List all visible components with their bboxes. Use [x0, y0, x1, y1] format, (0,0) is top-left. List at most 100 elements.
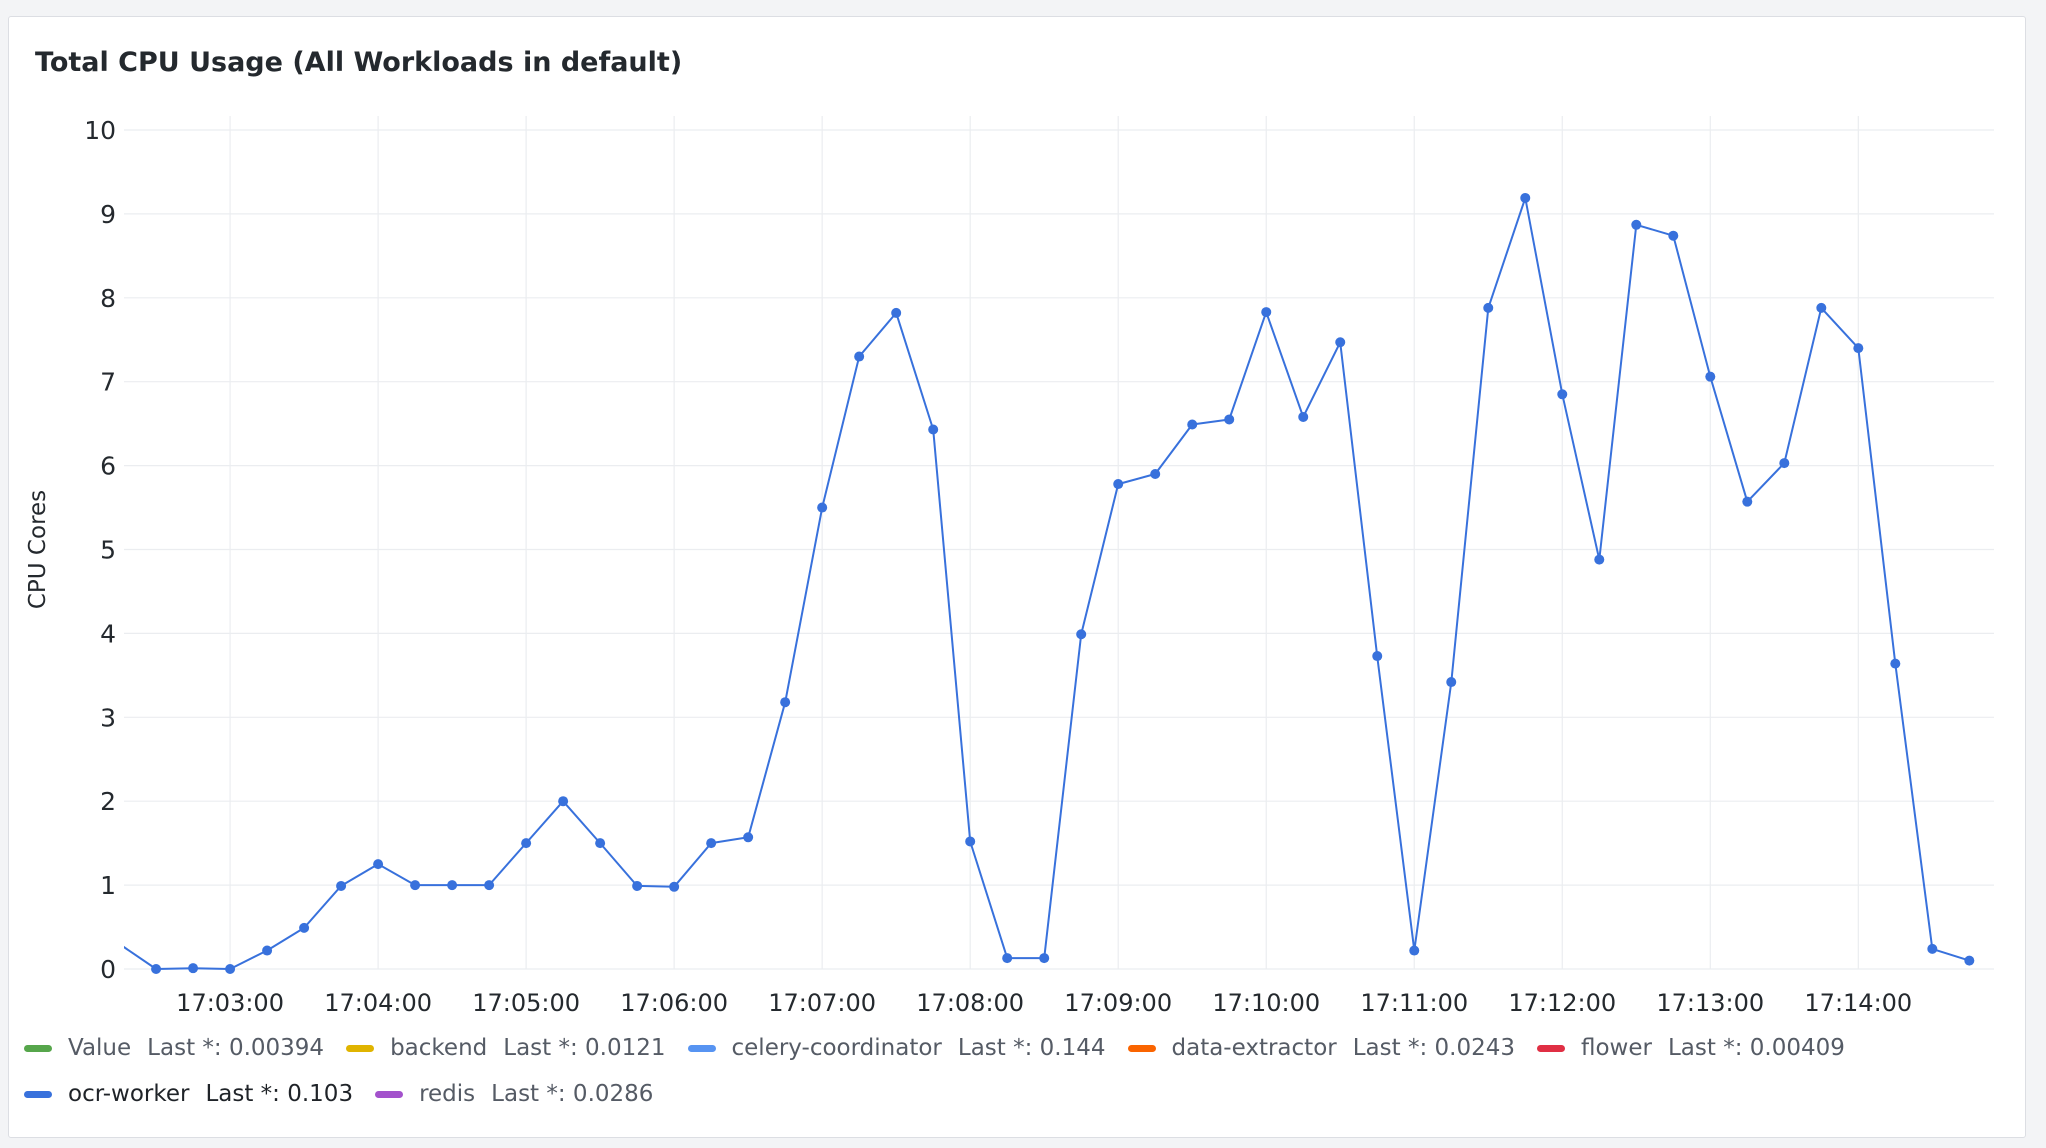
- data-point: [225, 964, 236, 974]
- data-point: [1298, 411, 1309, 422]
- legend-item-data-extractor[interactable]: data-extractor Last *: 0.0243: [1127, 1035, 1515, 1061]
- data-point: [1631, 219, 1642, 230]
- data-point: [521, 838, 532, 849]
- legend-row-1: Value Last *: 0.00394 backend Last *: 0.…: [24, 1030, 1867, 1066]
- data-point: [891, 307, 902, 318]
- data-point: [447, 880, 458, 891]
- x-tick-label: 17:03:00: [176, 989, 284, 1017]
- data-point: [1557, 389, 1568, 400]
- data-point: [743, 832, 754, 843]
- data-point: [1964, 955, 1975, 966]
- data-point: [1853, 343, 1864, 354]
- x-tick-label: 17:08:00: [916, 989, 1024, 1017]
- legend-item-value[interactable]: Value Last *: 0.00394: [24, 1035, 324, 1061]
- legend-series-name: ocr-worker: [68, 1081, 190, 1107]
- data-point: [558, 796, 569, 807]
- data-point: [151, 964, 162, 974]
- legend-item-redis[interactable]: redis Last *: 0.0286: [375, 1081, 653, 1107]
- chart-panel: Total CPU Usage (All Workloads in defaul…: [8, 16, 2026, 1138]
- y-tick-label: 2: [100, 787, 116, 816]
- legend-series-last: Last *: 0.103: [205, 1081, 354, 1107]
- legend-series-last: Last *: 0.0286: [491, 1081, 654, 1107]
- legend-swatch: [24, 1044, 52, 1052]
- legend-item-ocr-worker[interactable]: ocr-worker Last *: 0.103: [24, 1081, 353, 1107]
- legend-series-name: flower: [1581, 1035, 1652, 1061]
- data-point: [1409, 945, 1420, 956]
- y-tick-label: 10: [84, 116, 116, 145]
- legend-series-last: Last *: 0.00394: [147, 1035, 325, 1061]
- legend-swatch: [24, 1090, 52, 1098]
- legend-series-name: data-extractor: [1171, 1035, 1337, 1061]
- legend-series-name: celery-coordinator: [731, 1035, 942, 1061]
- legend-item-flower[interactable]: flower Last *: 0.00409: [1537, 1035, 1845, 1061]
- data-point: [817, 502, 828, 513]
- x-tick-label: 17:07:00: [768, 989, 876, 1017]
- legend-series-name: backend: [390, 1035, 488, 1061]
- x-tick-label: 17:05:00: [472, 989, 580, 1017]
- data-point: [928, 424, 939, 435]
- legend-series-last: Last *: 0.00409: [1667, 1035, 1845, 1061]
- data-point: [965, 836, 976, 847]
- data-point: [410, 880, 421, 891]
- x-tick-label: 17:06:00: [620, 989, 728, 1017]
- data-point: [336, 880, 347, 891]
- data-point: [1520, 192, 1531, 203]
- legend-swatch: [1537, 1044, 1565, 1052]
- legend-series-name: redis: [419, 1081, 476, 1107]
- x-tick-label: 17:09:00: [1064, 989, 1172, 1017]
- legend-swatch: [375, 1090, 404, 1098]
- data-point: [299, 922, 310, 933]
- y-tick-label: 8: [100, 284, 116, 313]
- data-point: [1890, 658, 1901, 669]
- x-tick-label: 17:11:00: [1360, 989, 1468, 1017]
- data-point: [1224, 414, 1235, 425]
- legend-series-last: Last *: 0.0243: [1352, 1035, 1515, 1061]
- data-point: [373, 859, 384, 870]
- legend-series-name: Value: [68, 1035, 132, 1061]
- legend-item-celery-coordinator[interactable]: celery-coordinator Last *: 0.144: [687, 1035, 1106, 1061]
- legend-swatch: [687, 1044, 716, 1052]
- data-point: [1002, 953, 1013, 964]
- series-line-ocr-worker: [124, 197, 1970, 970]
- data-point: [1150, 468, 1161, 479]
- data-point: [1335, 337, 1346, 348]
- panel-title[interactable]: Total CPU Usage (All Workloads in defaul…: [35, 47, 683, 78]
- data-point: [780, 697, 791, 708]
- y-tick-label: 9: [100, 200, 116, 229]
- data-point: [669, 881, 680, 892]
- legend-swatch: [1127, 1044, 1156, 1052]
- data-point: [1483, 302, 1494, 313]
- data-point: [1779, 458, 1790, 469]
- x-tick-label: 17:13:00: [1656, 989, 1764, 1017]
- legend-item-backend[interactable]: backend Last *: 0.0121: [346, 1035, 666, 1061]
- y-tick-label: 7: [100, 368, 116, 397]
- data-point: [188, 963, 199, 974]
- y-tick-label: 1: [100, 871, 116, 900]
- legend-series-last: Last *: 0.0121: [503, 1035, 666, 1061]
- data-point: [1594, 554, 1605, 565]
- data-point: [854, 351, 865, 362]
- data-point: [484, 880, 495, 891]
- y-tick-label: 3: [100, 703, 116, 732]
- legend-row-2: ocr-worker Last *: 0.103 redis Last *: 0…: [24, 1076, 675, 1112]
- y-tick-label: 0: [100, 955, 116, 984]
- data-point: [262, 945, 273, 956]
- data-point: [595, 838, 606, 849]
- data-point: [1076, 629, 1087, 640]
- legend-series-last: Last *: 0.144: [957, 1035, 1106, 1061]
- data-point: [1446, 677, 1457, 688]
- data-point: [1816, 302, 1827, 313]
- y-tick-label: 4: [100, 619, 116, 648]
- x-tick-label: 17:12:00: [1508, 989, 1616, 1017]
- y-tick-label: 5: [100, 536, 116, 565]
- y-axis-label: CPU Cores: [25, 490, 51, 609]
- y-tick-label: 6: [100, 452, 116, 481]
- data-point: [706, 838, 717, 849]
- data-point: [1187, 419, 1198, 430]
- data-point: [1742, 496, 1753, 507]
- x-tick-label: 17:04:00: [324, 989, 432, 1017]
- data-point: [1372, 651, 1383, 662]
- x-tick-label: 17:14:00: [1804, 989, 1912, 1017]
- x-tick-label: 17:10:00: [1212, 989, 1320, 1017]
